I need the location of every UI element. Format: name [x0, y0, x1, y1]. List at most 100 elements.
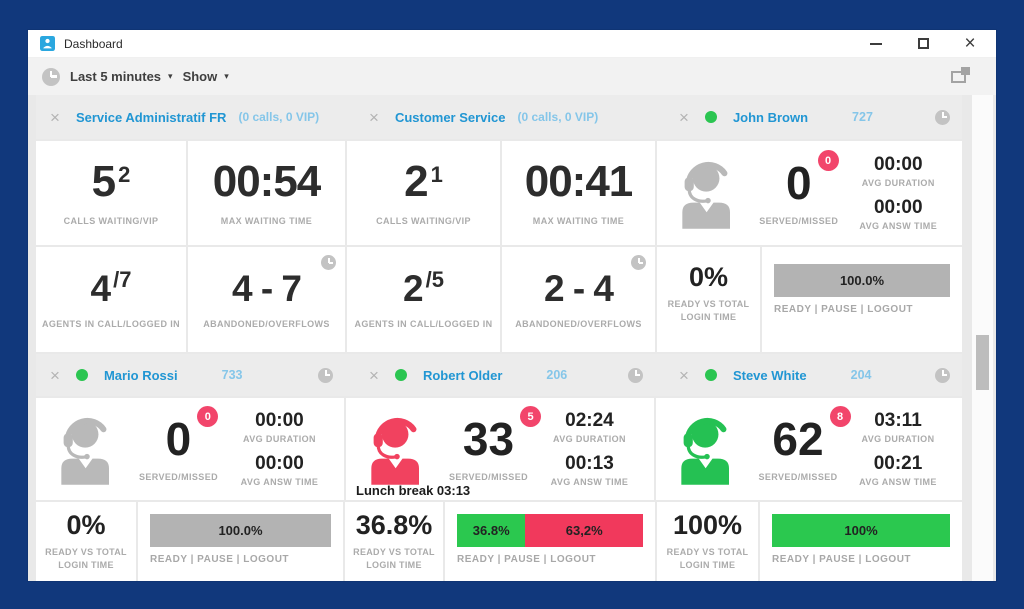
ready-pct-tile-mario-rossi: 0% READY VS TOTAL LOGIN TIME	[36, 502, 136, 581]
status-bar-tile-john-brown: 100.0% READY | PAUSE | LOGOUT	[762, 247, 962, 352]
maximize-button[interactable]	[913, 34, 933, 54]
ready-pause-logout-bar: 100%	[772, 514, 950, 547]
avg-answer-label: AVG ANSW TIME	[859, 221, 938, 231]
status-dot	[75, 369, 88, 381]
bar-legend: READY | PAUSE | LOGOUT	[772, 554, 912, 565]
abandoned-tile: 4 - 7 ABANDONED/OVERFLOWS	[188, 247, 345, 352]
clock-icon[interactable]	[935, 367, 950, 383]
abandoned-value: 4 - 7	[231, 268, 302, 309]
missed-badge: 8	[829, 406, 851, 427]
clock-icon[interactable]	[935, 109, 950, 125]
show-label: Show	[182, 69, 218, 84]
ready-pct-label: READY VS TOTAL LOGIN TIME	[45, 546, 127, 570]
agent-name[interactable]: Robert Older	[422, 367, 503, 383]
scrollbar-thumb[interactable]	[976, 335, 989, 390]
remove-agent-icon[interactable]: ×	[679, 107, 689, 127]
remove-agent-icon[interactable]: ×	[50, 365, 60, 385]
ready-pct-tile-steve-white: 100% READY VS TOTAL LOGIN TIME	[657, 502, 758, 581]
served-count: 33	[462, 413, 515, 465]
queue-name[interactable]: Service Administratif FR	[75, 109, 227, 125]
time-filter-dropdown[interactable]: Last 5 minutes ▾	[70, 69, 173, 84]
served-missed-block: 62 8 SERVED/MISSED	[750, 406, 851, 482]
tile-label: MAX WAITING TIME	[220, 216, 313, 226]
clock-icon[interactable]	[321, 255, 336, 270]
tile-label: SERVED/MISSED	[448, 472, 528, 482]
ready-pct-label: READY VS TOTAL LOGIN TIME	[667, 299, 750, 322]
vip-count: 1	[430, 162, 443, 187]
agent-served-tile-steve-white: 62 8 SERVED/MISSED 03:11 AVG DURATION 00:2…	[656, 398, 962, 500]
clock-icon[interactable]	[631, 255, 646, 270]
agents-in-call-value: 2/5	[403, 267, 444, 309]
title-bar: Dashboard ×	[28, 30, 996, 58]
close-button[interactable]: ×	[960, 34, 980, 54]
ready-pct-value: 0%	[66, 509, 106, 540]
agent-name[interactable]: Mario Rossi	[103, 367, 178, 383]
ready-pct-value: 0%	[688, 262, 729, 292]
queue-header-customer-service: × Customer Service (0 calls, 0 VIP)	[345, 95, 655, 139]
avg-answer-label: AVG ANSW TIME	[240, 477, 319, 487]
agent-extension: 727	[852, 110, 873, 124]
max-waiting-tile: 00:54 MAX WAITING TIME	[188, 141, 345, 245]
abandoned-value: 2 - 4	[543, 268, 614, 309]
headset-agent-icon	[364, 413, 430, 485]
cascade-windows-icon[interactable]	[951, 66, 970, 83]
avg-duration-value: 02:24	[565, 410, 614, 431]
agent-status-note: Lunch break 03:13	[356, 483, 471, 498]
tile-label: AGENTS IN CALL/LOGGED IN	[41, 319, 181, 329]
status-dot	[394, 369, 407, 381]
minimize-button[interactable]	[866, 34, 886, 54]
missed-badge: 0	[817, 150, 839, 171]
clock-icon[interactable]	[318, 367, 333, 383]
bar-legend: READY | PAUSE | LOGOUT	[774, 304, 914, 315]
queue-name[interactable]: Customer Service	[394, 109, 506, 125]
remove-queue-icon[interactable]: ×	[50, 107, 60, 127]
avg-answer-label: AVG ANSW TIME	[859, 477, 937, 487]
app-icon	[40, 36, 55, 51]
queue-stats-row-2: 4/7 AGENTS IN CALL/LOGGED IN 4 - 7 ABAND…	[36, 247, 962, 352]
tile-label: AGENTS IN CALL/LOGGED IN	[354, 319, 493, 329]
queue-info: (0 calls, 0 VIP)	[238, 110, 320, 124]
tile-label: CALLS WAITING/VIP	[376, 216, 471, 226]
agent-extension: 733	[221, 368, 243, 382]
remove-agent-icon[interactable]: ×	[679, 365, 689, 385]
agent-header-steve-white: × Steve White 204	[655, 354, 962, 396]
tile-label: ABANDONED/OVERFLOWS	[203, 319, 330, 329]
headset-agent-icon	[675, 157, 741, 229]
remove-queue-icon[interactable]: ×	[369, 107, 379, 127]
served-count: 0	[165, 413, 192, 465]
tile-label: SERVED/MISSED	[759, 216, 839, 226]
ready-pause-logout-bar: 100.0%	[774, 264, 950, 297]
show-dropdown[interactable]: Show ▾	[183, 69, 229, 84]
agent-ready-row: 0% READY VS TOTAL LOGIN TIME 100.0% READ…	[36, 502, 962, 581]
queue-header-service-administratif: × Service Administratif FR (0 calls, 0 V…	[36, 95, 345, 139]
avg-times: 00:00 AVG DURATION 00:00 AVG ANSW TIME	[227, 411, 332, 487]
window-title: Dashboard	[64, 36, 123, 51]
vip-count: 2	[118, 162, 131, 187]
clock-icon[interactable]	[628, 367, 643, 383]
ready-pct-value: 36.8%	[355, 509, 433, 540]
avg-times: 00:00 AVG DURATION 00:00 AVG ANSW TIME	[847, 155, 950, 231]
remove-agent-icon[interactable]: ×	[369, 365, 379, 385]
avg-times: 02:24 AVG DURATION 00:13 AVG ANSW TIME	[537, 411, 642, 487]
agent-name[interactable]: Steve White	[732, 367, 807, 383]
max-waiting-value: 00:41	[524, 157, 634, 206]
avg-duration-label: AVG DURATION	[861, 178, 935, 188]
avg-answer-value: 00:21	[873, 453, 923, 474]
status-dot	[704, 369, 717, 381]
headset-agent-icon	[54, 413, 120, 485]
avg-times: 03:11 AVG DURATION 00:21 AVG ANSW TIME	[846, 411, 950, 487]
bar-legend: READY | PAUSE | LOGOUT	[457, 554, 597, 565]
vertical-scrollbar[interactable]	[972, 95, 993, 581]
status-bar-tile-mario-rossi: 100.0% READY | PAUSE | LOGOUT	[138, 502, 343, 581]
status-bar-tile-steve-white: 100% READY | PAUSE | LOGOUT	[760, 502, 962, 581]
agents-in-call-value: 4/7	[90, 267, 132, 309]
agent-name[interactable]: John Brown	[732, 109, 809, 125]
tile-label: MAX WAITING TIME	[532, 216, 625, 226]
abandoned-tile: 2 - 4 ABANDONED/OVERFLOWS	[502, 247, 655, 352]
